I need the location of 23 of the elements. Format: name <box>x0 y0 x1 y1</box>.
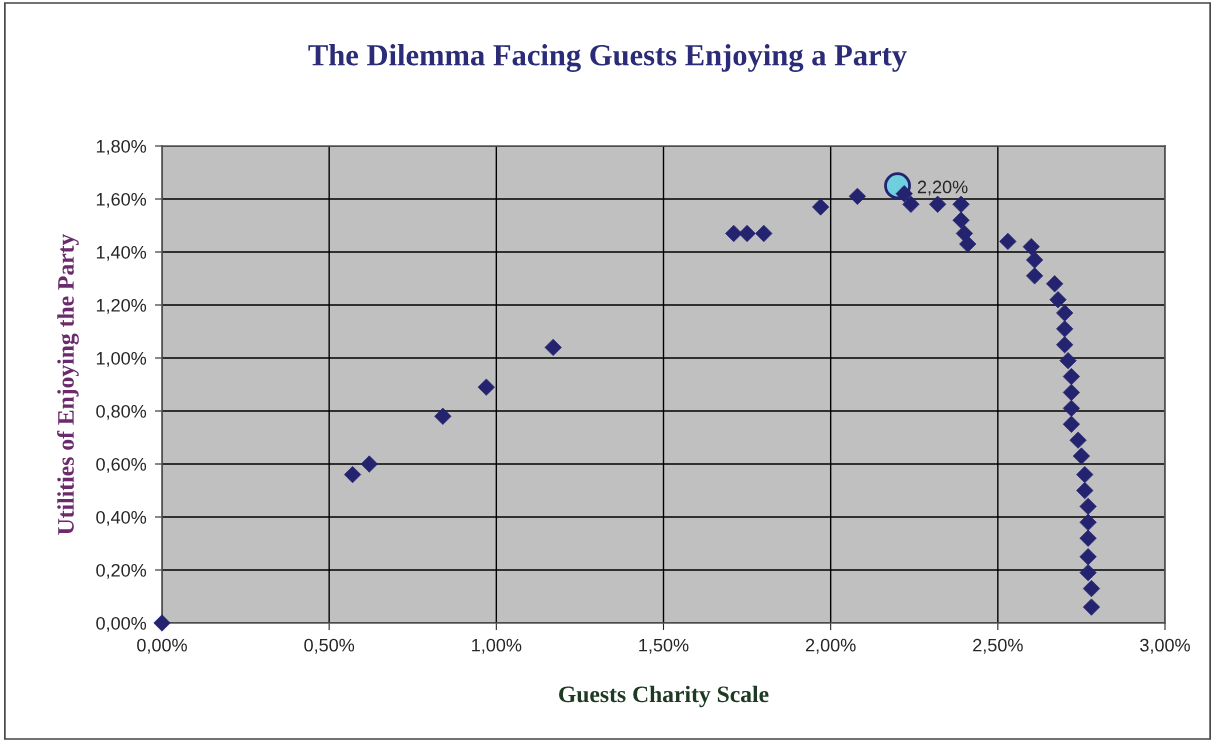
y-tick-label: 1,60% <box>96 192 147 208</box>
y-tick-label: 1,40% <box>96 245 147 261</box>
point <box>1079 529 1097 547</box>
annotation: 2,20% <box>917 180 968 196</box>
y-tick-label: 0,80% <box>96 404 147 420</box>
y-axis-title: Utilities of Enjoying the Party <box>57 233 79 535</box>
y-tick-label: 0,00% <box>96 616 147 632</box>
point <box>1082 579 1101 598</box>
y-tick-label: 1,00% <box>96 351 147 367</box>
x-tick-label: 2,50% <box>973 638 1023 654</box>
x-axis-title: Guests Charity Scale <box>559 685 769 708</box>
y-tick-label: 0,40% <box>96 510 147 526</box>
y-tick-label: 1,20% <box>96 298 147 314</box>
x-tick-label: 1,50% <box>639 638 689 654</box>
y-tick-label: 0,60% <box>96 457 147 473</box>
y-tick-label: 0,20% <box>96 563 147 579</box>
chart-title: The Dilemma Facing Guests Enjoying a Party <box>308 44 907 72</box>
x-tick-label: 0,00% <box>137 638 187 654</box>
y-tick-label: 1,80% <box>96 139 147 155</box>
x-tick-label: 0,50% <box>304 638 355 654</box>
x-tick-label: 3,00% <box>1140 638 1190 654</box>
x-tick-label: 1,00% <box>472 638 522 654</box>
x-tick-label: 2,00% <box>805 638 856 654</box>
